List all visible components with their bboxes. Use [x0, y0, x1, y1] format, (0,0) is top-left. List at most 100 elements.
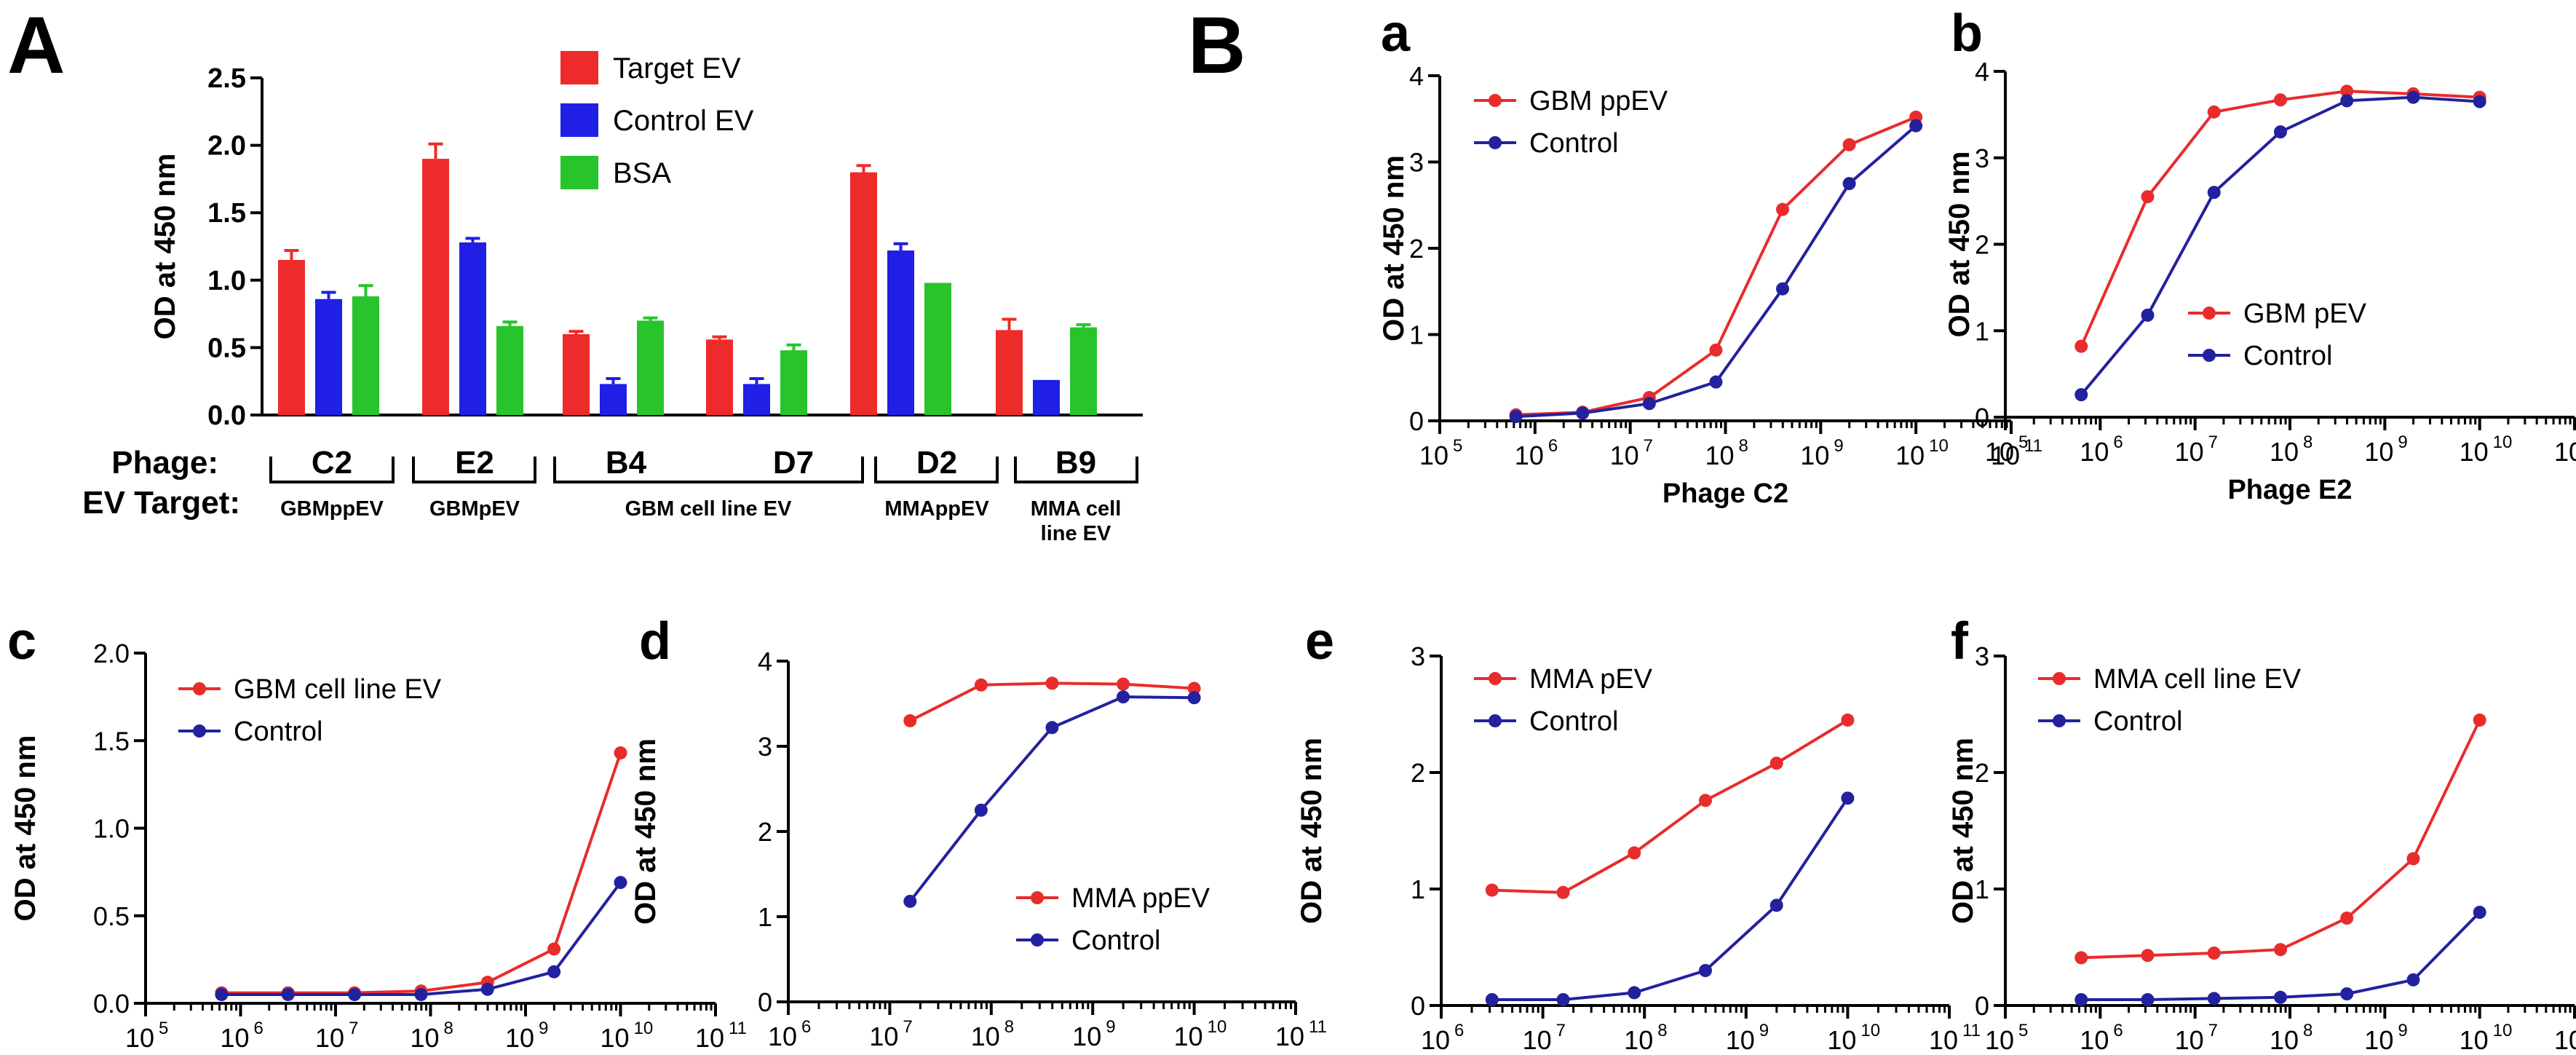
data-point [1628, 846, 1641, 860]
x-tick-label-base: 10 [1421, 1025, 1450, 1055]
data-point [2207, 105, 2221, 119]
x-tick-label-exp: 11 [729, 1019, 747, 1038]
y-tick-label: 3 [1975, 143, 1989, 173]
data-point [2207, 186, 2221, 199]
legend-label: Control [1529, 128, 1619, 159]
data-point [2406, 973, 2420, 987]
x-tick-label: 10 9 [1726, 1021, 1769, 1055]
legend-marker [2053, 672, 2066, 685]
x-tick-label-base: 10 [2080, 437, 2109, 467]
data-point [1556, 885, 1570, 899]
y-tick-label: 4 [1975, 57, 1989, 87]
x-tick-label-base: 10 [2554, 437, 2576, 467]
panel-label-d: d [639, 612, 671, 671]
data-point [1117, 690, 1130, 704]
x-tick-label-base: 10 [1072, 1022, 1101, 1051]
legend-marker [2203, 307, 2216, 320]
y-tick-label: 1 [758, 902, 772, 932]
x-tick-label-base: 10 [410, 1023, 439, 1053]
legend-marker [193, 724, 206, 738]
data-point [2273, 943, 2287, 957]
x-tick-label-exp: 8 [1739, 436, 1748, 456]
x-tick-label-exp: 5 [2018, 1021, 2028, 1040]
x-tick-label: 10 10 [1174, 1017, 1227, 1051]
legend-label-A: Target EV [613, 52, 741, 84]
x-tick-label-exp: 11 [1309, 1017, 1327, 1037]
legend-marker [1489, 136, 1502, 149]
data-point [2074, 388, 2088, 402]
ev-target-row-label: EV Target: [82, 485, 240, 521]
data-point [2141, 190, 2155, 204]
x-tick-label-exp: 9 [2398, 1021, 2407, 1040]
data-point [2207, 947, 2221, 960]
x-tick-label-base: 10 [2270, 437, 2299, 467]
ev-target-label: line EV [1041, 522, 1111, 545]
data-point [1842, 138, 1856, 151]
x-tick-label-exp: 9 [1759, 1021, 1769, 1040]
x-tick-label: 10 5 [1419, 436, 1462, 470]
phage-label-B9: B9 [1055, 445, 1096, 481]
data-point [2273, 93, 2287, 107]
legend-label: GBM ppEV [1529, 86, 1668, 116]
data-point [2473, 95, 2486, 108]
x-tick-label-base: 10 [1610, 440, 1639, 470]
x-tick-label: 10 10 [2460, 1021, 2513, 1055]
x-tick-label: 10 5 [1985, 432, 2028, 467]
data-point [974, 678, 988, 692]
data-point [2473, 906, 2486, 919]
x-tick-label-base: 10 [220, 1023, 249, 1053]
data-point [1698, 964, 1712, 977]
y-tick-label: 0 [1975, 403, 1989, 432]
x-tick-label-exp: 11 [1962, 1021, 1981, 1040]
y-tick-label: 1.0 [93, 814, 130, 844]
x-tick-label-base: 10 [1419, 440, 1448, 470]
bar-B9-2 [1070, 327, 1097, 415]
x-tick-label-exp: 8 [2303, 432, 2313, 452]
x-tick-label: 10 6 [1515, 436, 1558, 470]
y-axis-label: OD at 450 nm [1296, 738, 1328, 924]
bar-E2-0 [422, 159, 449, 415]
x-tick-label: 10 8 [1705, 436, 1748, 470]
legend-swatch-A [560, 156, 598, 189]
bar-B4-1 [600, 384, 627, 415]
data-point [2141, 308, 2155, 322]
x-tick-label: 10 7 [315, 1019, 358, 1053]
x-tick-label: 10 6 [1421, 1021, 1464, 1055]
x-tick-label-base: 10 [1515, 440, 1544, 470]
y-tick-label: 2 [1975, 230, 1989, 260]
x-tick-label-base: 10 [971, 1022, 1000, 1051]
data-point [2340, 987, 2354, 1000]
bar-B4-0 [563, 333, 590, 415]
data-point [614, 746, 627, 760]
data-point [2273, 125, 2287, 139]
line-chart-f: f012310510610710810910101011Phage B9OD a… [1947, 612, 2576, 1055]
x-tick-label-exp: 6 [1454, 1021, 1464, 1040]
x-tick-label-exp: 6 [2113, 1021, 2123, 1040]
y-tick-label: 0.0 [93, 989, 130, 1019]
data-point [547, 965, 561, 979]
x-tick-label: 10 6 [2080, 432, 2123, 467]
bar-D7-1 [743, 384, 770, 415]
x-tick-label: 10 8 [1624, 1021, 1667, 1055]
x-tick-label: 10 7 [1610, 436, 1653, 470]
x-tick-label-base: 10 [1800, 440, 1829, 470]
data-point [2074, 993, 2088, 1006]
y-tick-label: 1 [1975, 316, 1989, 346]
y-axis-label: OD at 450 nm [1947, 738, 1979, 924]
y-tick-label-A: 2.0 [207, 131, 246, 162]
y-tick-label: 2 [1411, 758, 1425, 788]
x-tick-label-exp: 7 [1644, 436, 1653, 456]
y-tick-label: 1 [1409, 320, 1424, 350]
x-tick-label: 10 9 [1072, 1017, 1115, 1051]
x-tick-label: 10 8 [2270, 432, 2313, 467]
legend-marker [2203, 349, 2216, 362]
x-tick-label-base: 10 [505, 1023, 534, 1053]
x-tick-label-exp: 7 [349, 1019, 358, 1038]
x-tick-label-exp: 6 [254, 1019, 263, 1038]
x-tick-label-base: 10 [2270, 1025, 2299, 1055]
legend-label: MMA cell line EV [2093, 664, 2302, 695]
